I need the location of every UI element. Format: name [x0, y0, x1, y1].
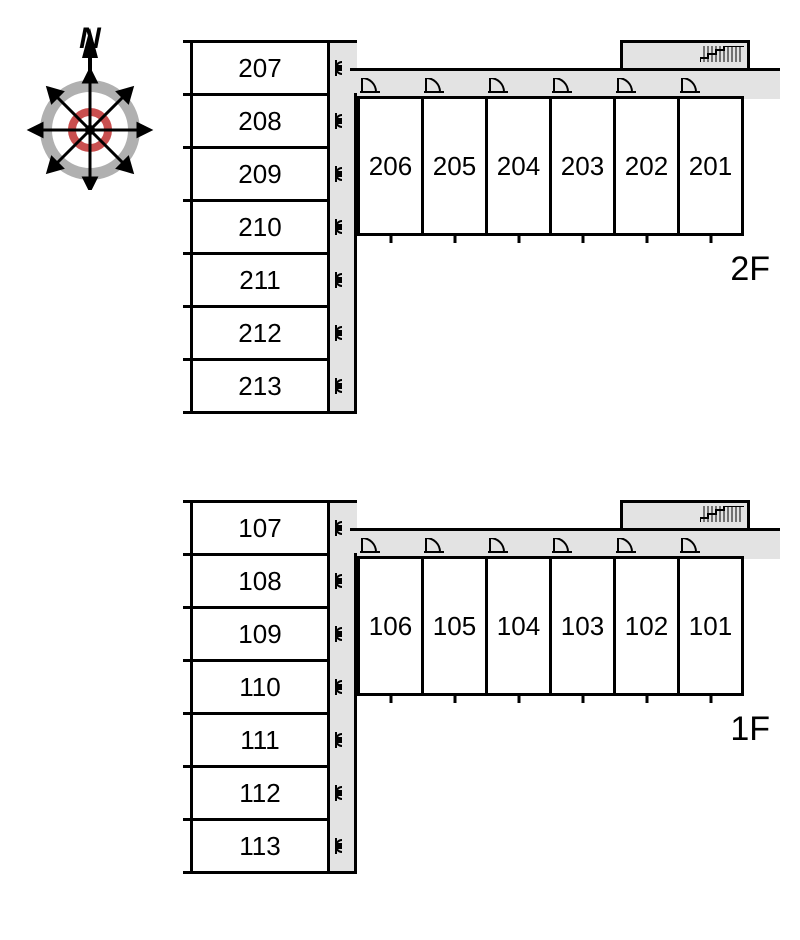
- room-label: 201: [689, 151, 732, 182]
- room-211: 211: [190, 252, 330, 308]
- door-icon: [680, 78, 700, 94]
- door-icon: [334, 272, 350, 288]
- door-icon: [552, 78, 572, 94]
- room-108: 108: [190, 553, 330, 609]
- room-label: 110: [239, 672, 280, 703]
- room-label: 209: [238, 159, 281, 190]
- stairs-icon: [700, 506, 744, 522]
- room-209: 209: [190, 146, 330, 202]
- room-label: 103: [561, 611, 604, 642]
- room-206: 206: [357, 96, 424, 236]
- door-icon: [334, 679, 350, 695]
- door-icon: [424, 78, 444, 94]
- room-107: 107: [190, 500, 330, 556]
- floor-label: 2F: [730, 250, 770, 289]
- room-102: 102: [613, 556, 680, 696]
- room-210: 210: [190, 199, 330, 255]
- door-icon: [334, 785, 350, 801]
- room-103: 103: [549, 556, 616, 696]
- room-109: 109: [190, 606, 330, 662]
- room-label: 202: [625, 151, 668, 182]
- room-208: 208: [190, 93, 330, 149]
- door-icon: [334, 520, 350, 536]
- room-label: 108: [238, 566, 281, 597]
- room-label: 107: [238, 513, 281, 544]
- room-label: 212: [238, 318, 281, 349]
- room-label: 204: [497, 151, 540, 182]
- room-111: 111: [190, 712, 330, 768]
- room-label: 112: [239, 778, 280, 809]
- room-label: 111: [240, 725, 280, 756]
- room-label: 203: [561, 151, 604, 182]
- room-label: 105: [433, 611, 476, 642]
- room-label: 113: [239, 831, 280, 862]
- door-icon: [616, 78, 636, 94]
- room-101: 101: [677, 556, 744, 696]
- room-label: 207: [238, 53, 281, 84]
- door-icon: [680, 538, 700, 554]
- door-icon: [334, 325, 350, 341]
- door-icon: [334, 838, 350, 854]
- room-label: 104: [497, 611, 540, 642]
- door-icon: [334, 378, 350, 394]
- room-label: 102: [625, 611, 668, 642]
- door-icon: [334, 573, 350, 589]
- room-201: 201: [677, 96, 744, 236]
- door-icon: [616, 538, 636, 554]
- room-label: 213: [238, 371, 281, 402]
- room-label: 210: [238, 212, 281, 243]
- door-icon: [334, 166, 350, 182]
- room-label: 211: [239, 265, 280, 296]
- door-icon: [334, 626, 350, 642]
- room-label: 205: [433, 151, 476, 182]
- room-110: 110: [190, 659, 330, 715]
- room-113: 113: [190, 818, 330, 874]
- door-icon: [424, 538, 444, 554]
- room-label: 206: [369, 151, 412, 182]
- floor-1F: 1071081091101111121131061051041031021011…: [190, 500, 780, 920]
- room-label: 106: [369, 611, 412, 642]
- room-207: 207: [190, 40, 330, 96]
- door-icon: [334, 732, 350, 748]
- room-203: 203: [549, 96, 616, 236]
- room-213: 213: [190, 358, 330, 414]
- horizontal-rooms: 206 205 204 203 202 201: [357, 96, 744, 236]
- door-icon: [360, 78, 380, 94]
- door-icon: [334, 219, 350, 235]
- door-icon: [488, 538, 508, 554]
- floor-label: 1F: [730, 710, 770, 749]
- room-label: 109: [238, 619, 281, 650]
- room-label: 101: [689, 611, 732, 642]
- room-label: 208: [238, 106, 281, 137]
- vertical-rooms: 107 108 109 110 111 112 113: [190, 500, 330, 874]
- compass: N: [20, 20, 160, 190]
- room-105: 105: [421, 556, 488, 696]
- room-106: 106: [357, 556, 424, 696]
- room-205: 205: [421, 96, 488, 236]
- room-104: 104: [485, 556, 552, 696]
- room-204: 204: [485, 96, 552, 236]
- door-icon: [552, 538, 572, 554]
- door-icon: [334, 113, 350, 129]
- door-icon: [334, 60, 350, 76]
- room-112: 112: [190, 765, 330, 821]
- door-icon: [488, 78, 508, 94]
- vertical-rooms: 207 208 209 210 211 212 213: [190, 40, 330, 414]
- stairs-icon: [700, 46, 744, 62]
- room-202: 202: [613, 96, 680, 236]
- room-212: 212: [190, 305, 330, 361]
- floor-2F: 2072082092102112122132062052042032022012…: [190, 40, 780, 460]
- horizontal-rooms: 106 105 104 103 102 101: [357, 556, 744, 696]
- door-icon: [360, 538, 380, 554]
